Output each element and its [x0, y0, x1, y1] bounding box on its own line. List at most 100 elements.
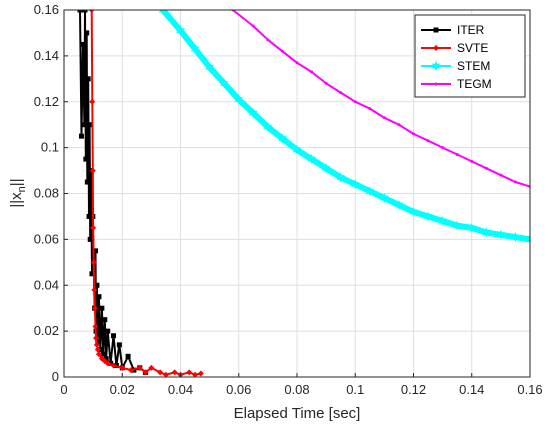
data-point-tegm — [441, 146, 445, 150]
axis-ticks: 0 0.02 0.04 0.06 0.08 0.1 0.12 0.14 0.16 0 0.02 0.0… — [34, 2, 543, 397]
series-svte — [88, 10, 204, 377]
data-point-iter — [95, 340, 101, 346]
data-point-stem — [380, 193, 389, 204]
data-point-svte — [88, 10, 95, 13]
data-point-svte — [157, 369, 164, 376]
x-tick-label: 0 — [60, 382, 67, 397]
data-point-stem — [248, 108, 258, 119]
data-point-stem — [158, 10, 168, 15]
data-point-iter — [81, 122, 87, 128]
x-tick-label: 0.14 — [459, 382, 484, 397]
y-axis-label-subscript: n — [16, 186, 28, 192]
data-point-tegm — [513, 180, 517, 184]
x-tick-label: 0.16 — [517, 382, 542, 397]
legend: ITER SVTE STEM TEGM — [414, 14, 526, 98]
data-point-svte — [127, 367, 134, 374]
data-point-svte — [186, 369, 193, 376]
data-point-tegm — [266, 38, 270, 42]
data-point-iter — [94, 282, 100, 288]
data-point-stem — [190, 43, 200, 54]
data-point-stem — [525, 234, 530, 245]
series-tegm — [231, 10, 530, 189]
data-point-iter — [100, 351, 106, 357]
data-point-svte — [94, 346, 101, 353]
data-point-iter — [111, 333, 117, 339]
x-tick-label: 0.08 — [284, 382, 309, 397]
y-tick-label: 0.04 — [34, 277, 59, 292]
data-point-tegm — [324, 81, 328, 85]
x-tick-label: 0.12 — [401, 382, 426, 397]
legend-marker-svte — [433, 45, 439, 51]
data-point-svte — [90, 224, 97, 231]
x-tick-label: 0.06 — [226, 382, 251, 397]
data-point-iter — [77, 10, 83, 13]
data-point-iter — [82, 10, 88, 13]
data-point-tegm — [412, 132, 415, 136]
data-point-stem — [336, 172, 346, 183]
data-point-tegm — [499, 173, 503, 177]
data-point-stem — [423, 211, 433, 222]
data-point-iter — [87, 122, 93, 128]
data-point-iter — [85, 76, 91, 82]
data-point-iter — [87, 236, 93, 242]
data-point-tegm — [470, 159, 474, 163]
data-point-svte — [95, 351, 102, 358]
data-point-svte — [162, 371, 169, 377]
data-point-tegm — [397, 123, 401, 127]
data-point-svte — [197, 370, 204, 377]
data-point-stem — [307, 154, 316, 165]
data-point-tegm — [251, 24, 255, 28]
data-point-tegm — [339, 91, 343, 95]
y-tick-label: 0.02 — [34, 323, 59, 338]
series-layer — [77, 10, 530, 377]
data-point-iter — [78, 133, 84, 139]
y-tick-label: 0.1 — [41, 140, 59, 155]
data-point-iter — [99, 305, 105, 311]
data-point-stem — [511, 232, 520, 243]
data-point-stem — [365, 186, 375, 197]
legend-label-tegm: TEGM — [457, 77, 492, 91]
data-point-stem — [278, 133, 287, 144]
data-point-iter — [105, 328, 111, 334]
y-tick-label: 0.08 — [34, 186, 59, 201]
data-point-tegm — [310, 70, 314, 74]
data-point-tegm — [455, 153, 459, 157]
data-point-iter — [92, 248, 98, 254]
data-point-stem — [438, 216, 447, 227]
data-point-svte — [92, 323, 99, 330]
data-point-stem — [176, 25, 185, 36]
data-point-stem — [467, 222, 477, 233]
series-stem — [158, 10, 530, 245]
data-point-stem — [394, 199, 404, 210]
data-point-stem — [219, 78, 229, 89]
data-point-iter — [84, 179, 90, 185]
data-point-tegm — [353, 100, 357, 104]
data-point-svte — [142, 369, 149, 376]
data-point-iter — [80, 41, 86, 47]
data-point-iter — [96, 294, 102, 300]
data-point-svte — [110, 362, 117, 369]
data-point-svte — [171, 369, 178, 376]
data-point-tegm — [426, 139, 430, 143]
data-point-iter — [83, 156, 89, 162]
data-point-stem — [292, 144, 302, 155]
x-axis-label: Elapsed Time [sec] — [234, 405, 361, 422]
data-point-svte — [119, 364, 126, 371]
legend-label-iter: ITER — [457, 23, 485, 37]
y-tick-label: 0.06 — [34, 231, 59, 246]
data-point-tegm — [484, 166, 488, 170]
data-point-svte — [91, 305, 98, 312]
x-tick-label: 0.1 — [346, 382, 364, 397]
y-tick-label: 0 — [52, 369, 59, 384]
y-tick-label: 0.12 — [34, 94, 59, 109]
legend-marker-iter — [433, 27, 439, 33]
data-point-tegm — [280, 49, 284, 53]
data-point-iter — [86, 213, 92, 219]
y-axis-label: ||xn|| — [8, 178, 28, 207]
data-point-svte — [93, 341, 100, 348]
data-point-stem — [481, 227, 491, 238]
data-point-iter — [103, 356, 109, 362]
data-point-iter — [89, 271, 95, 277]
y-axis-label-main: ||x — [8, 192, 25, 208]
